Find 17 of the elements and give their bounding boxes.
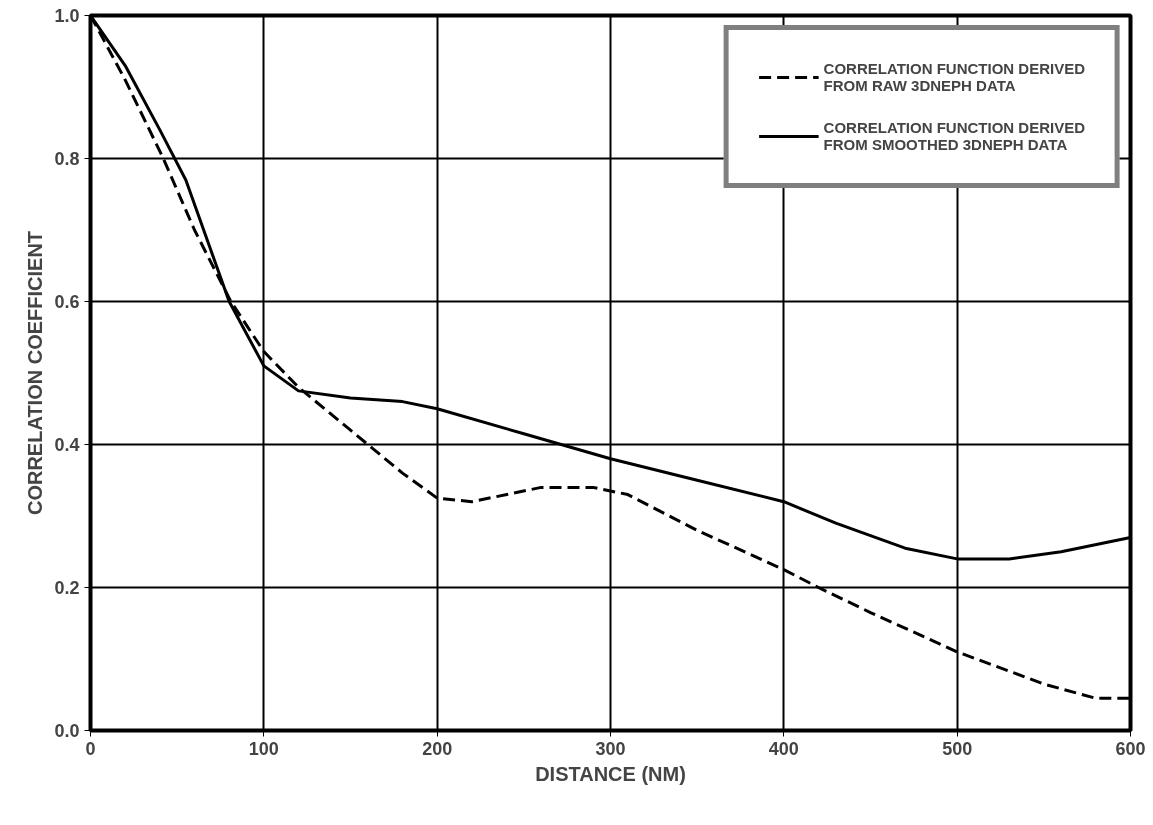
y-tick-label: 0.4 [54,435,80,455]
legend-label: CORRELATION FUNCTION DERIVED FROM RAW 3DNEPH DATA [823,60,1085,94]
x-axis-title: DISTANCE (NM) [535,762,686,785]
y-axis-title: CORRELATION COEFFICIENT [24,230,47,516]
y-tick-label: 0.2 [54,578,80,598]
y-tick-label: 1.0 [54,6,80,26]
y-tick-label: 0.0 [54,721,80,741]
y-tick-label: 0.6 [54,292,80,312]
legend-label: CORRELATION FUNCTION DERIVED FROM SMOOTHED 3DNEPH DATA [823,119,1085,153]
x-tick-label: 600 [1115,738,1146,759]
y-tick-label: 0.8 [54,149,80,169]
x-tick-label: 500 [942,738,973,759]
x-tick-label: 200 [422,738,453,759]
x-tick-label: 300 [595,738,626,759]
x-tick-label: 0 [85,738,96,759]
x-tick-label: 100 [248,738,279,759]
x-tick-label: 400 [768,738,799,759]
